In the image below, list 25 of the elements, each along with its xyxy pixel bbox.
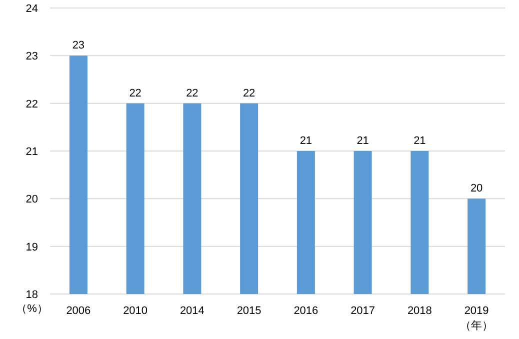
- y-tick-label: 21: [26, 146, 38, 158]
- data-label: 23: [72, 40, 85, 52]
- y-axis-title: （%）: [16, 303, 48, 315]
- data-label: 22: [129, 87, 142, 100]
- data-label: 22: [242, 87, 256, 100]
- y-tick-label: 22: [26, 98, 38, 110]
- data-label: 21: [414, 135, 426, 147]
- y-tick-label: 23: [26, 50, 38, 63]
- y-tick-label: 24: [26, 3, 38, 15]
- y-tick-label: 19: [26, 241, 38, 254]
- x-axis-title: （年）: [460, 320, 494, 332]
- y-tick-label: 18: [26, 289, 38, 301]
- x-tick-label: 2017: [350, 305, 376, 317]
- data-label: 22: [186, 87, 198, 100]
- x-tick-label: 2006: [66, 305, 91, 317]
- data-label: 21: [300, 135, 312, 147]
- data-label: 20: [470, 182, 483, 195]
- x-tick-label: 2015: [236, 305, 262, 317]
- data-label: 21: [356, 135, 369, 147]
- y-tick-label: 20: [26, 194, 38, 206]
- x-tick-label: 2018: [407, 305, 432, 317]
- x-tick-label: 2014: [180, 305, 204, 317]
- x-tick-label: 2016: [294, 305, 318, 317]
- x-tick-label: 2010: [123, 305, 148, 317]
- x-tick-label: 2019: [464, 305, 489, 317]
